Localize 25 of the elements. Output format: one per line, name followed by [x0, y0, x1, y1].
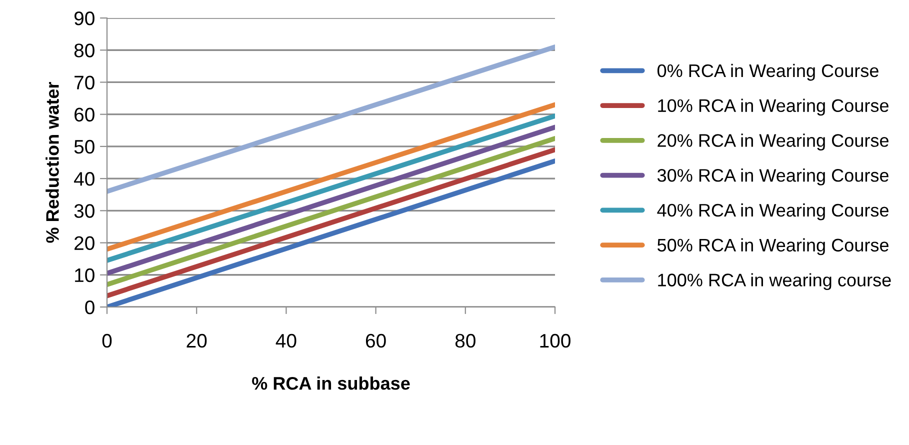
- y-tick-label: 30: [74, 204, 94, 218]
- legend-label: 20% RCA in Wearing Course: [658, 134, 888, 150]
- y-axis-title: % Reduction water: [46, 82, 59, 243]
- y-tick-label: 90: [74, 11, 94, 26]
- x-tick-label: 60: [366, 334, 386, 348]
- x-tick-label: 20: [186, 334, 207, 348]
- legend-label: 30% RCA in Wearing Course: [657, 168, 888, 186]
- y-tick-label: 50: [74, 140, 94, 154]
- legend-label: 40% RCA in Wearing Course: [657, 203, 888, 220]
- legend-label: 0% RCA in Wearing Course: [657, 64, 878, 81]
- y-tick-label: 10: [75, 268, 94, 282]
- legend-label: 10% RCA in Wearing Course: [658, 98, 888, 116]
- y-tick-label: 20: [74, 236, 94, 250]
- y-tick-label: 60: [74, 108, 94, 122]
- y-tick-label: 40: [74, 172, 94, 186]
- legend-label: 100% RCA in wearing course: [658, 273, 891, 290]
- x-axis-title: % RCA in subbase: [252, 376, 410, 390]
- y-tick-label: 80: [74, 44, 94, 58]
- legend-label: 50% RCA in Wearing Course: [658, 238, 888, 256]
- x-tick-label: 100: [540, 334, 570, 348]
- y-tick-label: 0: [85, 300, 94, 314]
- y-tick-label: 70: [74, 76, 94, 90]
- x-tick-label: 80: [455, 334, 476, 348]
- x-tick-label: 40: [276, 334, 296, 348]
- x-tick-label: 0: [102, 334, 112, 348]
